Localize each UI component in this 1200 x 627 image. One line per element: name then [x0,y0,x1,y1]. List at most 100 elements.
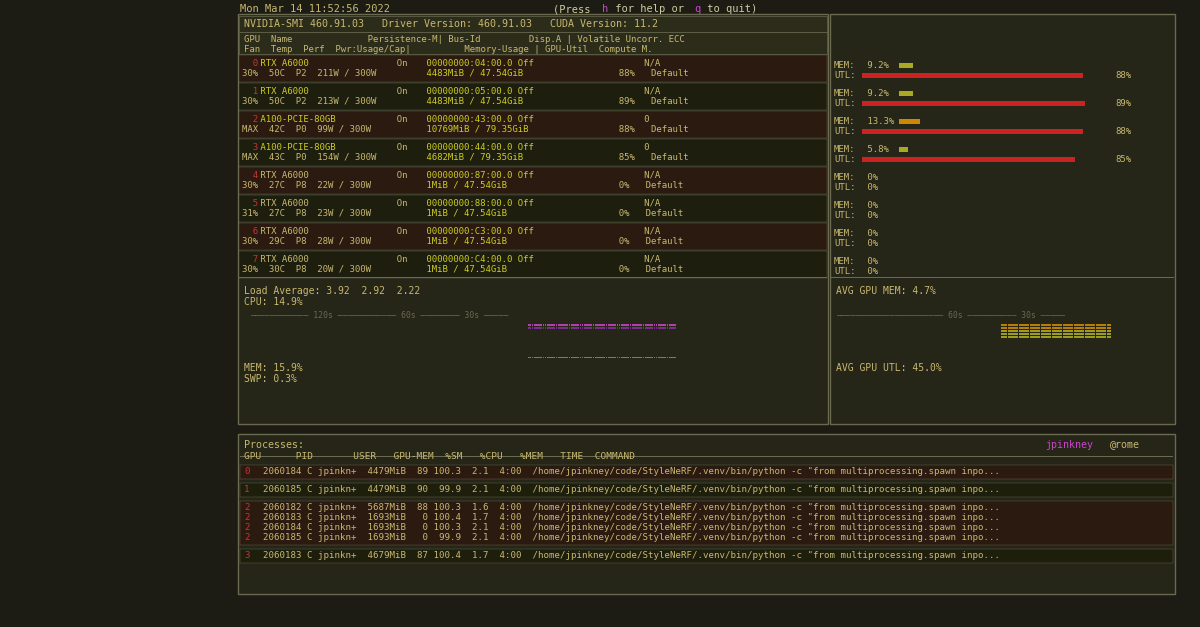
Bar [672,327,674,329]
Bar [1040,327,1043,329]
Bar [240,549,1174,563]
Bar [654,327,655,329]
Bar [1074,330,1075,332]
Text: 00000000:43:00.0 Off: 00000000:43:00.0 Off [421,115,534,124]
Bar [674,327,676,329]
Bar [238,434,1175,594]
Bar [650,327,652,329]
Text: 13.3%: 13.3% [862,117,894,126]
Bar [617,357,618,358]
Bar [1022,335,1025,338]
Text: UTL:: UTL: [834,71,856,80]
Bar [1061,330,1062,332]
Text: MEM:: MEM: [834,257,856,266]
Bar [1054,330,1056,332]
Bar [528,327,529,329]
Bar [620,327,622,329]
Bar [582,357,583,358]
Bar [240,483,1174,497]
Bar [1106,335,1109,338]
Text: 2060183 C jpinkn+  4679MiB  87 100.4  1.7  4:00  /home/jpinkney/code/StyleNeRF/.: 2060183 C jpinkn+ 4679MiB 87 100.4 1.7 4… [252,551,1000,560]
Text: 00000000:05:00.0 Off: 00000000:05:00.0 Off [421,87,534,96]
Bar [572,327,574,329]
Bar [1109,335,1111,338]
Bar [1016,324,1019,326]
Bar [628,327,629,329]
Bar [619,324,620,326]
Bar [1085,332,1087,335]
Bar [600,324,601,326]
Bar [1019,327,1020,329]
Bar [1103,324,1104,326]
Bar [541,327,542,329]
Text: 85%: 85% [1116,155,1132,164]
Bar [1067,327,1069,329]
Bar [1074,324,1075,326]
Text: 1MiB / 47.54GiB: 1MiB / 47.54GiB [421,209,508,218]
Bar [1091,335,1093,338]
Bar [1082,335,1085,338]
Text: RTX A6000: RTX A6000 [256,227,308,236]
Bar [1027,324,1030,326]
Bar [1030,330,1032,332]
Bar [586,324,587,326]
Bar [1067,335,1069,338]
Bar [1061,335,1062,338]
Bar [611,357,613,358]
Bar [637,324,638,326]
Bar [659,357,661,358]
Bar [1051,335,1054,338]
Bar [1025,327,1027,329]
Bar [1016,330,1019,332]
Text: UTL:: UTL: [834,183,856,192]
Bar [1061,332,1062,335]
Bar [576,324,577,326]
Bar [1030,327,1032,329]
Text: 2060183 C jpinkn+  1693MiB   0 100.4  1.7  4:00  /home/jpinkney/code/StyleNeRF/.: 2060183 C jpinkn+ 1693MiB 0 100.4 1.7 4:… [252,513,1000,522]
Bar [1067,324,1069,326]
Bar [643,324,644,326]
Text: 2060184 C jpinkn+  4479MiB  89 100.3  2.1  4:00  /home/jpinkney/code/StyleNeRF/.: 2060184 C jpinkn+ 4479MiB 89 100.3 2.1 4… [252,467,1000,476]
Bar [606,357,607,358]
Text: 0: 0 [628,143,649,152]
Bar [1019,335,1020,338]
Text: 88%: 88% [1116,127,1132,136]
Bar [830,277,1174,278]
Bar [1069,330,1072,332]
Bar [626,327,628,329]
Bar [602,324,604,326]
Bar [562,357,563,358]
Bar [644,324,646,326]
Bar [1048,324,1049,326]
Bar [1038,335,1040,338]
Bar [1010,330,1012,332]
Bar [572,324,574,326]
Text: UTL:: UTL: [834,127,856,136]
Bar [239,251,827,278]
Bar [558,324,559,326]
Bar [617,324,618,326]
Bar [613,327,614,329]
Bar [1027,332,1030,335]
Text: A100-PCIE-80GB: A100-PCIE-80GB [256,143,336,152]
Bar [668,324,670,326]
Text: MEM:: MEM: [834,229,856,238]
Bar [661,357,662,358]
Bar [1012,335,1014,338]
Bar [1076,330,1078,332]
Text: 1: 1 [244,485,250,494]
Bar [1032,327,1034,329]
Text: 00000000:C4:00.0 Off: 00000000:C4:00.0 Off [421,255,534,264]
Bar [1064,335,1067,338]
Text: 00000000:44:00.0 Off: 00000000:44:00.0 Off [421,143,534,152]
Bar [1051,324,1054,326]
Bar [1103,327,1104,329]
Bar [1034,324,1036,326]
Text: 89%: 89% [1116,99,1132,108]
Bar [664,324,665,326]
Bar [1087,335,1088,338]
Text: 0%: 0% [862,239,878,248]
Bar [623,324,624,326]
Bar [648,357,649,358]
Bar [1104,327,1106,329]
